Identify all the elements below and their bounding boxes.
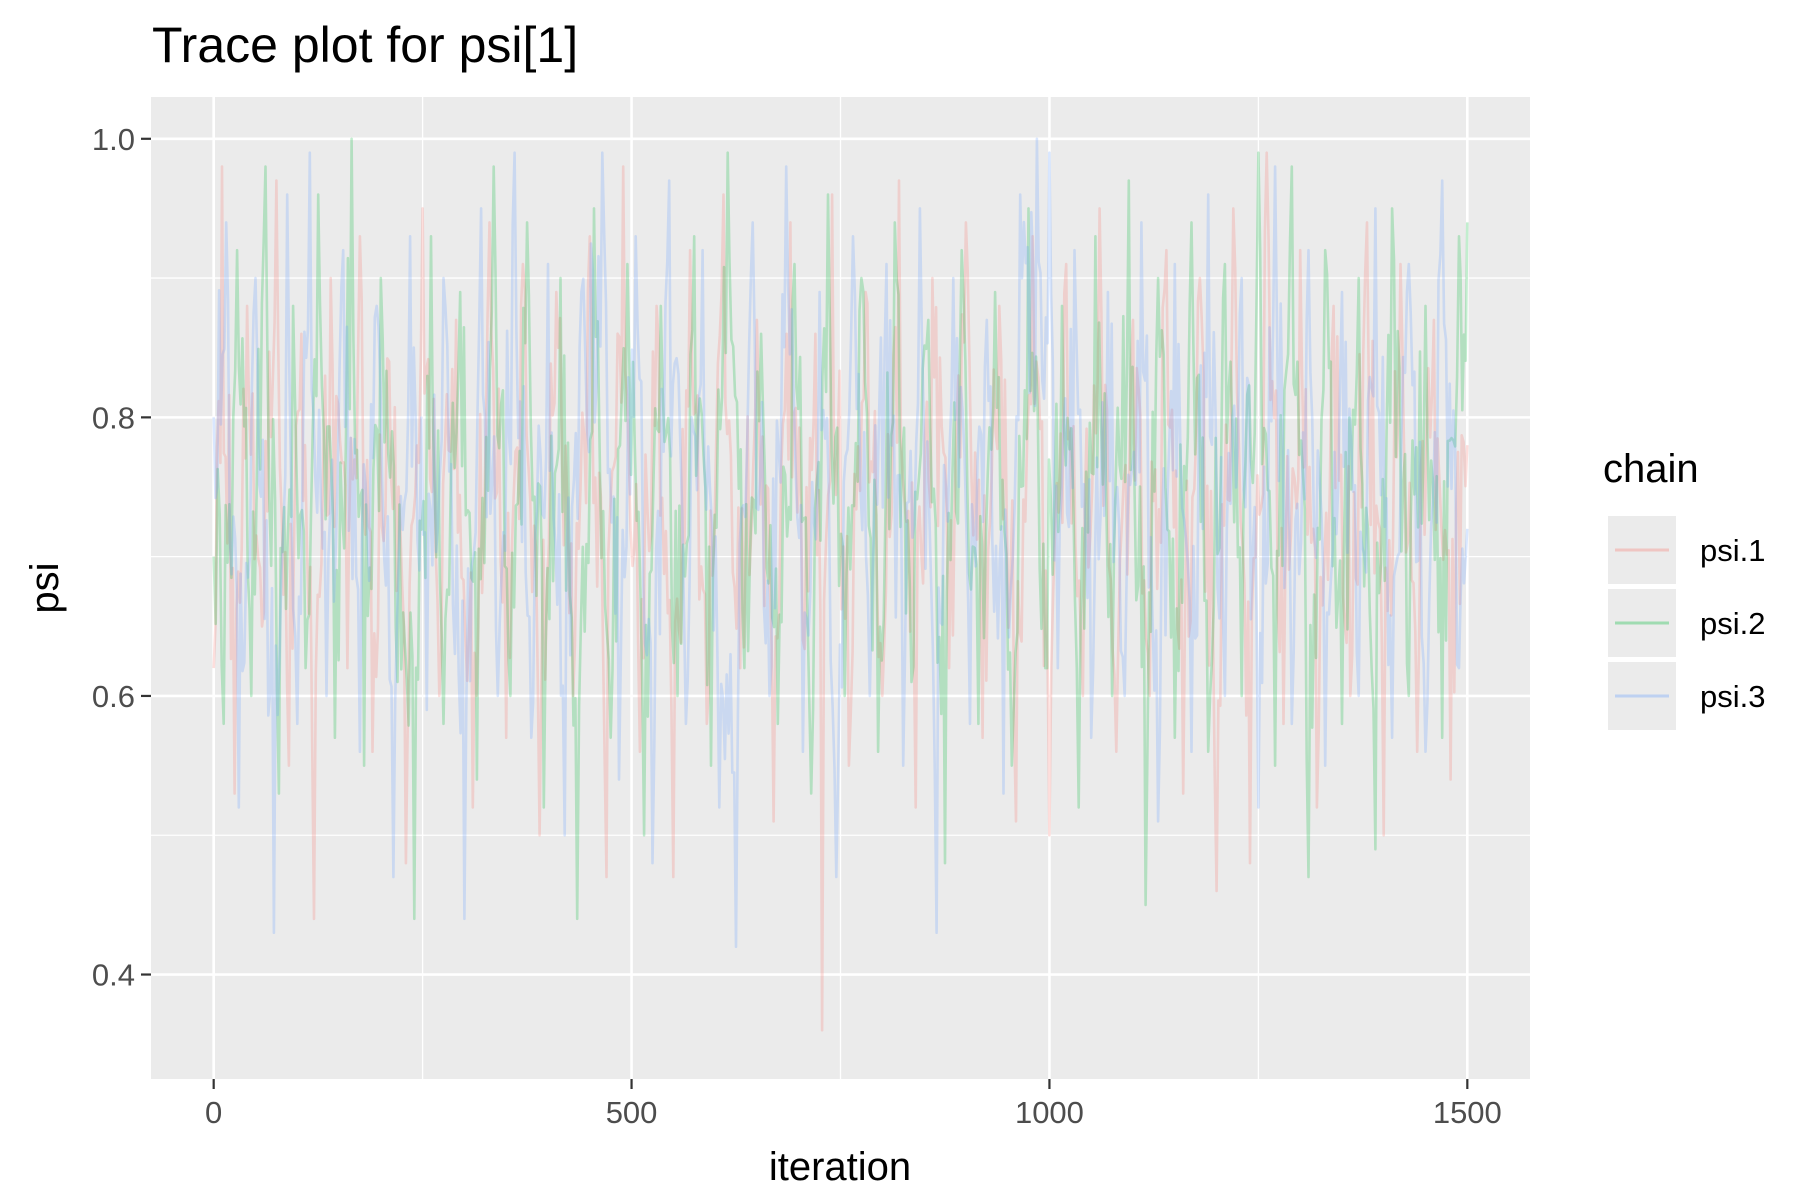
legend-label: psi.2: [1700, 606, 1765, 641]
grid-minor: [151, 97, 1530, 1079]
series-line-psi.1: [212, 151, 1469, 1032]
y-tick-label: 0.8: [92, 400, 135, 435]
y-tick-label: 1.0: [92, 122, 135, 157]
series-line-psi.3: [212, 137, 1469, 949]
x-tick-label: 1000: [1015, 1095, 1084, 1130]
grid-major: [151, 97, 1530, 1079]
legend-label: psi.3: [1700, 679, 1765, 714]
legend-label: psi.1: [1700, 533, 1765, 568]
legend: chain psi.1 psi.2 psi.3: [1603, 447, 1765, 730]
series-layer: [212, 137, 1469, 1032]
x-axis: 0 500 1000 1500: [205, 1079, 1502, 1130]
x-tick-label: 0: [205, 1095, 222, 1130]
legend-key: [1608, 662, 1676, 730]
legend-title: chain: [1603, 447, 1699, 491]
x-tick-label: 500: [606, 1095, 658, 1130]
x-axis-title: iteration: [769, 1145, 911, 1189]
legend-key: [1608, 589, 1676, 657]
y-axis-title: psi: [23, 562, 67, 613]
series-line-psi.2: [212, 137, 1469, 921]
chart-title: Trace plot for psi[1]: [152, 17, 578, 73]
y-tick-label: 0.6: [92, 679, 135, 714]
legend-key: [1608, 516, 1676, 584]
y-axis: 0.4 0.6 0.8 1.0: [92, 122, 151, 993]
x-tick-label: 1500: [1433, 1095, 1502, 1130]
y-tick-label: 0.4: [92, 958, 135, 993]
